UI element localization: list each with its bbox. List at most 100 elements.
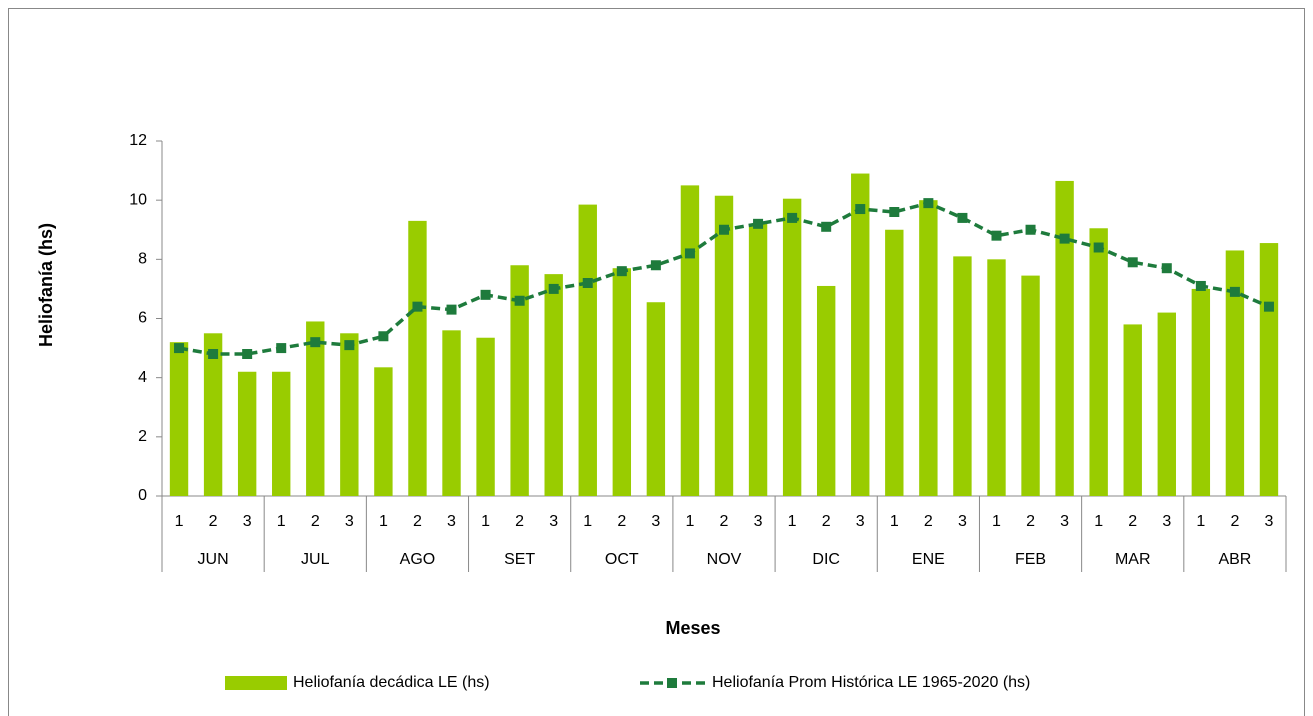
x-tick-label: 1: [481, 513, 490, 530]
bar: [1191, 288, 1211, 496]
bar: [1089, 228, 1108, 497]
bar: [1123, 324, 1142, 496]
line-marker: [242, 349, 253, 359]
line-marker: [446, 304, 457, 315]
legend-label: Heliofanía Prom Histórica LE 1965-2020 (…: [712, 674, 1030, 691]
y-tick-label: 10: [129, 191, 147, 208]
line-marker: [548, 283, 559, 294]
line-marker: [753, 218, 764, 229]
x-group-label: MAR: [1115, 551, 1151, 568]
line-marker: [889, 207, 900, 217]
x-tick-label: 2: [515, 513, 524, 530]
line-marker: [991, 230, 1002, 241]
x-group-label: ABR: [1218, 551, 1251, 568]
x-tick-label: 2: [209, 513, 218, 530]
y-tick-label: 2: [138, 428, 147, 445]
line-marker: [582, 278, 593, 288]
x-tick-label: 1: [379, 513, 388, 530]
line-marker: [1263, 301, 1274, 312]
x-tick-label: 1: [685, 513, 694, 530]
bar: [748, 223, 768, 497]
line-marker: [821, 221, 832, 232]
line-marker: [923, 198, 934, 209]
x-tick-label: 1: [583, 513, 592, 530]
x-tick-label: 1: [277, 513, 286, 530]
x-axis-label: Meses: [665, 618, 720, 638]
bar: [919, 200, 938, 496]
x-tick-label: 3: [243, 513, 252, 530]
x-tick-label: 2: [1230, 513, 1239, 530]
x-tick-label: 3: [754, 513, 763, 530]
bar: [851, 173, 870, 496]
bar: [272, 371, 291, 496]
x-group-label: SET: [504, 551, 535, 568]
bar: [953, 256, 972, 496]
x-group-label: NOV: [707, 551, 742, 568]
x-tick-label: 2: [822, 513, 831, 530]
x-tick-label: 1: [1094, 513, 1103, 530]
line-marker: [855, 204, 866, 215]
line-marker: [1127, 257, 1138, 268]
bar: [442, 330, 461, 496]
x-group-label: OCT: [605, 551, 639, 568]
x-group-label: JUL: [301, 551, 330, 568]
line-marker: [650, 260, 661, 271]
x-tick-label: 1: [788, 513, 797, 530]
x-tick-label: 3: [447, 513, 456, 530]
x-tick-label: 3: [1265, 513, 1274, 530]
bar: [816, 285, 836, 496]
y-axis-label: Heliofanía (hs): [36, 223, 56, 347]
x-tick-label: 3: [345, 513, 354, 530]
bar: [612, 268, 632, 496]
bar: [885, 229, 904, 496]
bar: [1021, 275, 1040, 496]
bar: [578, 204, 597, 496]
bar: [408, 220, 427, 496]
line-marker: [174, 343, 185, 354]
x-tick-label: 2: [1128, 513, 1137, 530]
bar: [340, 333, 359, 496]
line-marker: [616, 266, 627, 277]
y-tick-label: 0: [138, 487, 147, 504]
bar: [714, 195, 734, 496]
line-marker: [719, 224, 729, 235]
line-marker: [378, 331, 389, 342]
x-tick-label: 3: [651, 513, 660, 530]
y-tick-label: 8: [138, 251, 147, 268]
bar: [646, 302, 666, 496]
y-tick-label: 4: [138, 369, 147, 386]
x-tick-label: 2: [413, 513, 422, 530]
x-tick-label: 3: [1162, 513, 1171, 530]
line-marker: [514, 295, 525, 306]
legend-marker: [667, 678, 677, 688]
legend-swatch: [225, 676, 287, 690]
y-tick-label: 12: [129, 132, 147, 149]
x-tick-label: 2: [617, 513, 626, 530]
x-group-label: AGO: [400, 551, 436, 568]
bar: [510, 265, 529, 496]
y-tick-label: 6: [138, 310, 147, 327]
line-marker: [1229, 286, 1240, 297]
line-marker: [1093, 242, 1104, 253]
line-marker: [1161, 263, 1172, 274]
bar: [1225, 250, 1245, 496]
line-marker: [1025, 224, 1036, 235]
line-marker: [684, 248, 695, 259]
line-marker: [276, 343, 287, 354]
chart-border: [8, 8, 1305, 716]
line-marker: [208, 349, 219, 359]
line-marker: [344, 340, 355, 351]
line-marker: [1195, 280, 1206, 291]
x-tick-label: 2: [720, 513, 729, 530]
bar: [1157, 312, 1176, 496]
x-tick-label: 1: [1196, 513, 1205, 530]
bar: [237, 371, 257, 496]
bar: [782, 198, 802, 496]
line-marker: [480, 289, 491, 300]
x-tick-label: 2: [924, 513, 933, 530]
bar: [544, 274, 563, 496]
x-tick-label: 2: [1026, 513, 1035, 530]
x-tick-label: 2: [311, 513, 320, 530]
legend-label: Heliofanía decádica LE (hs): [293, 674, 490, 691]
